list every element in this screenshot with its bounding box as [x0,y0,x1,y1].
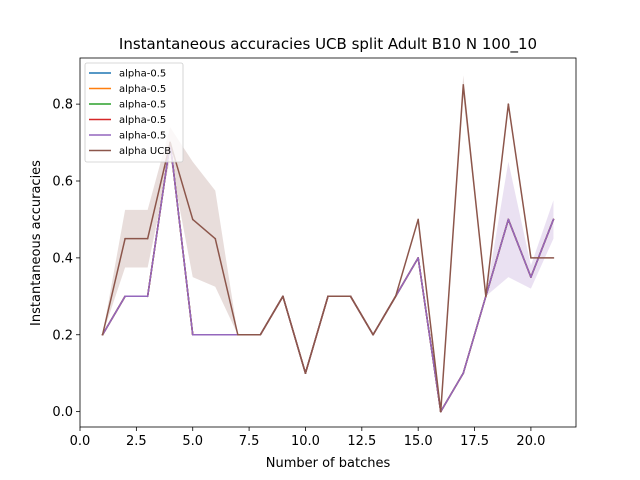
legend-item: alpha-0.5 [89,84,166,95]
y-tick-label: 0.6 [52,175,73,190]
y-tick-label: 0.8 [52,98,73,113]
legend-label: alpha UCB [119,146,171,157]
data-point [530,276,532,278]
data-point [349,295,352,298]
data-point [304,372,307,374]
data-point [237,333,239,336]
data-point [485,295,487,298]
x-axis-label: Number of batches [266,456,391,471]
legend-item: alpha UCB [89,146,171,157]
confidence-band-6 [102,75,554,412]
x-tick-label: 0.0 [70,434,91,449]
data-point [394,295,397,298]
y-tick-label: 0.0 [52,405,73,420]
x-tick-label: 5.0 [182,434,203,449]
data-point [507,218,510,221]
x-tick-label: 2.5 [126,434,147,449]
x-tick-label: 15.0 [404,434,433,449]
data-point [372,333,374,336]
legend-item: alpha-0.5 [89,131,166,142]
x-tick-label: 12.5 [347,434,376,449]
data-point [552,257,555,259]
data-point [462,84,465,86]
plot-area [101,75,555,413]
data-point [530,257,532,259]
data-point [146,295,149,298]
data-point [259,333,262,336]
data-point [552,218,555,221]
data-point [282,295,284,298]
y-axis-label: Instantaneous accuracies [29,160,44,326]
y-tick-label: 0.2 [52,328,73,343]
confidence-band-5 [102,142,554,412]
data-point [191,333,194,336]
axes: 0.0 2.5 5.0 7.5 10.0 12.5 15.0 17.5 20.0 0.0 0.2 0.… [52,98,545,449]
legend-item: alpha-0.5 [89,115,166,126]
legend-item: alpha-0.5 [89,100,166,111]
x-tick-label: 7.5 [239,434,260,449]
data-point [101,333,104,336]
chart-title: Instantaneous accuracies UCB split Adult… [119,35,537,54]
x-tick-label: 20.0 [516,434,545,449]
data-point [191,218,194,221]
plot-frame [79,57,577,428]
legend-label: alpha-0.5 [119,69,166,80]
x-tick-label: 10.0 [291,434,320,449]
legend-label: alpha-0.5 [119,115,166,126]
legend-label: alpha-0.5 [119,131,166,142]
data-point [462,372,465,374]
data-point [124,237,126,240]
data-point [214,237,217,240]
data-point [214,333,217,336]
series-6 [101,84,555,413]
data-point [507,103,510,105]
data-point [417,257,419,259]
legend: alpha-0.5 alpha-0.5 alpha-0.5 alpha-0.5 alph… [84,62,184,163]
data-point [327,295,329,298]
data-point [124,295,126,298]
legend-label: alpha-0.5 [119,84,166,95]
data-point [439,410,442,413]
data-point [146,237,149,240]
legend-item: alpha-0.5 [89,69,166,80]
data-point [417,218,419,221]
y-tick-label: 0.4 [52,251,73,266]
x-tick-label: 17.5 [460,434,489,449]
legend-label: alpha-0.5 [119,100,166,111]
